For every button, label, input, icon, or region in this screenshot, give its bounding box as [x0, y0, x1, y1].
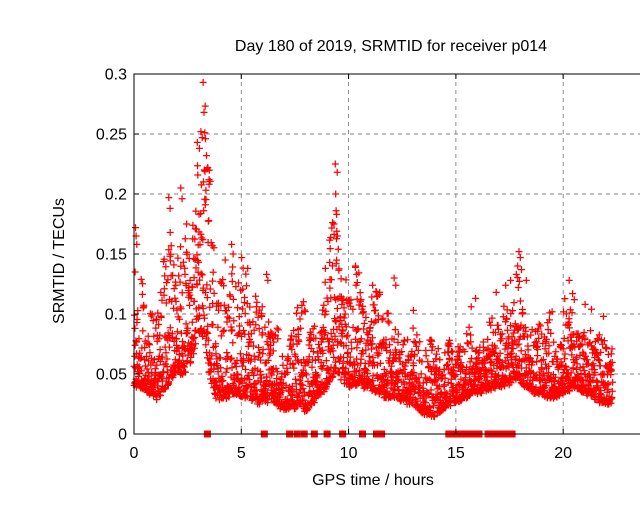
- scatter-points-layer: [130, 78, 617, 421]
- x-tick-label: 20: [554, 445, 572, 462]
- chart-canvas: 0 5 10 15 20 0 0.05 0.1 0.15 0.2 0.25 0.3 Day 180 …: [51, 38, 640, 489]
- x-tick-label: 5: [237, 445, 246, 462]
- y-tick-label: 0.25: [96, 127, 127, 144]
- x-tick-label: 15: [447, 445, 465, 462]
- y-tick-label: 0.1: [105, 307, 127, 324]
- y-tick-label: 0.2: [105, 187, 127, 204]
- y-tick-label: 0.15: [96, 247, 127, 264]
- y-tick-label: 0.3: [105, 67, 127, 84]
- x-tick-labels: 0 5 10 15 20: [130, 445, 573, 462]
- chart-title: Day 180 of 2019, SRMTID for receiver p01…: [235, 38, 547, 55]
- x-tick-label: 0: [130, 445, 139, 462]
- srmtid-scatter-chart: 0 5 10 15 20 0 0.05 0.1 0.15 0.2 0.25 0.3 Day 180 …: [40, 16, 640, 496]
- scatter-points: [130, 78, 617, 421]
- axis-ticks: [133, 73, 564, 435]
- y-tick-label: 0: [118, 427, 127, 444]
- x-axis-label: GPS time / hours: [312, 472, 434, 489]
- y-tick-labels: 0 0.05 0.1 0.15 0.2 0.25 0.3: [96, 67, 127, 444]
- y-axis-label: SRMTID / TECUs: [51, 198, 68, 324]
- y-tick-label: 0.05: [96, 367, 127, 384]
- x-tick-label: 10: [340, 445, 358, 462]
